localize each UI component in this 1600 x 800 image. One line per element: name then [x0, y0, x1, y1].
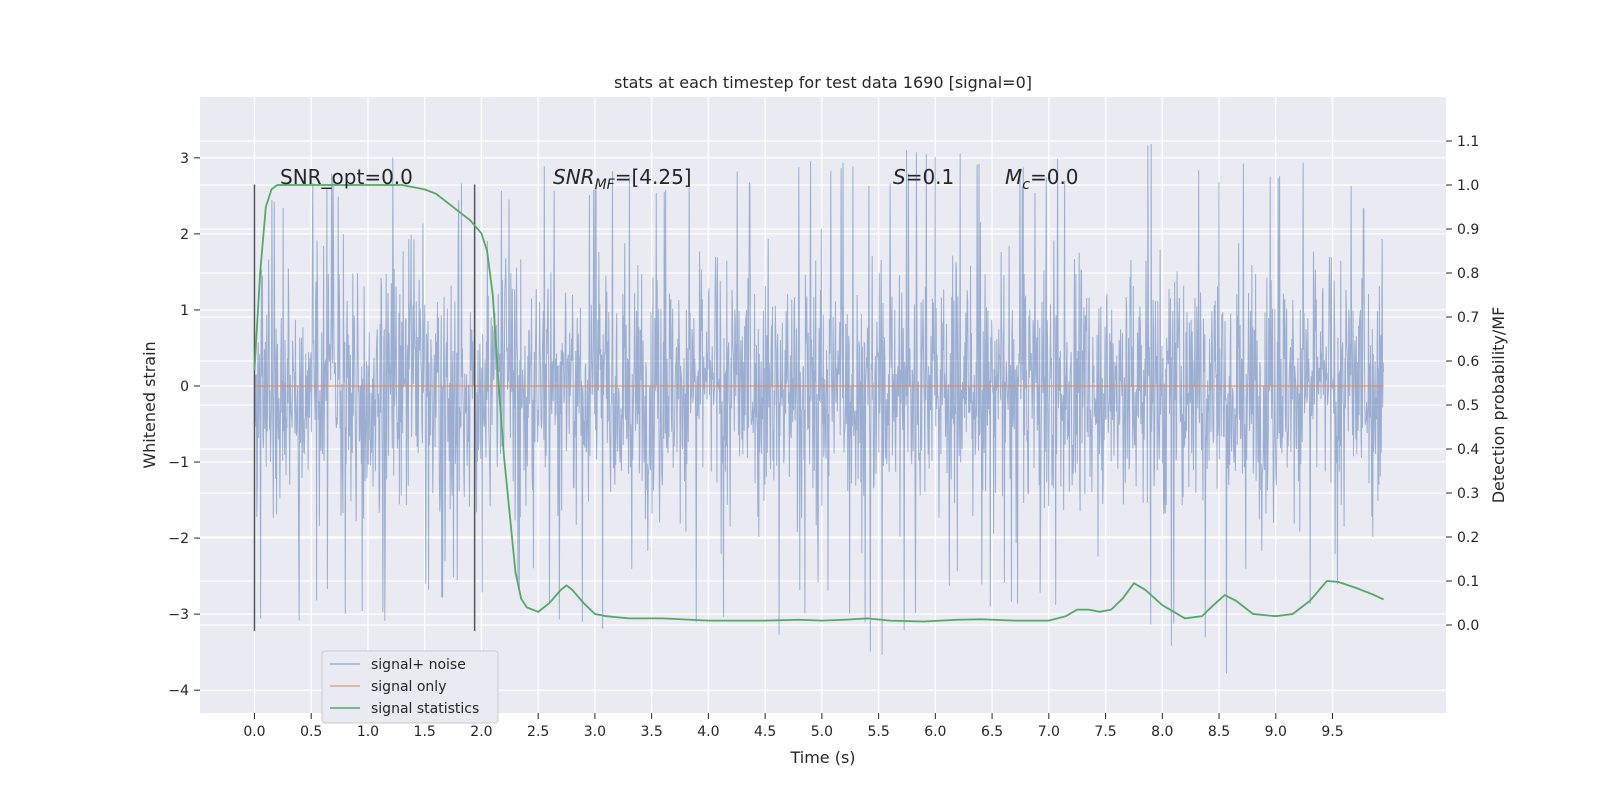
x-tick-label: 0.5	[300, 724, 322, 740]
y-left-tick-label: 1	[180, 303, 189, 319]
x-tick-label: 4.5	[754, 724, 776, 740]
x-tick-label: 9.0	[1265, 724, 1287, 740]
y-left-tick-label: −3	[168, 607, 189, 623]
annotation-snr-mf-sub: MF	[595, 177, 616, 193]
y-left-tick-label: 0	[180, 379, 189, 395]
x-tick-label: 2.0	[470, 724, 492, 740]
x-tick-label: 1.5	[414, 724, 436, 740]
annotation-mc-main: M	[1005, 165, 1022, 189]
x-tick-label: 7.0	[1038, 724, 1060, 740]
x-tick-label: 7.5	[1094, 724, 1116, 740]
y-right-tick-label: 0.0	[1457, 618, 1479, 634]
annotation-mc: Mc=0.0	[1005, 165, 1079, 193]
x-tick-label: 3.5	[641, 724, 663, 740]
annotation-s-value: =0.1	[906, 165, 955, 189]
y-left-tick-label: −1	[168, 455, 189, 471]
legend-label-signal-noise: signal+ noise	[371, 657, 466, 673]
x-tick-label: 3.0	[584, 724, 606, 740]
x-tick-label: 5.0	[811, 724, 833, 740]
annotation-mc-value: =0.0	[1030, 165, 1079, 189]
signal-statistics-line	[253, 184, 1384, 623]
y-right-tick-label: 0.6	[1457, 354, 1479, 370]
y-right-tick-label: 0.5	[1457, 398, 1479, 414]
legend-label-signal-only: signal only	[371, 679, 446, 695]
y-right-tick-label: 0.8	[1457, 266, 1479, 282]
y-left-tick-label: −4	[168, 683, 189, 699]
x-tick-label: 6.5	[981, 724, 1003, 740]
y-right-tick-label: 0.1	[1457, 574, 1479, 590]
y-axis-label-right: Detection probability/MF	[1489, 307, 1508, 504]
line-series	[253, 184, 1384, 631]
x-tick-label: 9.5	[1321, 724, 1343, 740]
x-tick-label: 4.0	[697, 724, 719, 740]
annotation-s: S=0.1	[893, 165, 954, 189]
x-tick-label: 8.0	[1151, 724, 1173, 740]
x-tick-label: 0.0	[243, 724, 265, 740]
y-left-tick-label: 3	[180, 151, 189, 167]
y-right-tick-label: 0.9	[1457, 222, 1479, 238]
x-axis-label: Time (s)	[789, 748, 855, 767]
y-right-tick-label: 0.3	[1457, 486, 1479, 502]
annotation-snr-mf-main: SNR	[553, 165, 595, 189]
x-tick-label: 2.5	[527, 724, 549, 740]
y-right-tick-label: 0.7	[1457, 310, 1479, 326]
x-tick-label: 5.5	[867, 724, 889, 740]
y-left-tick-label: −2	[168, 531, 189, 547]
axes: 0.0 0.5 1.0 1.5 2.0 2.5 3.0 3.5 4.0 4.5 5.0 5.5 6.0 6…	[168, 134, 1479, 740]
y-left-tick-label: 2	[180, 227, 189, 243]
annotation-s-main: S	[893, 165, 906, 189]
y-right-tick-label: 1.1	[1457, 134, 1479, 150]
legend: signal+ noise signal only signal statist…	[321, 650, 499, 724]
annotation-snr-opt: SNR_opt=0.0	[280, 165, 413, 189]
annotation-snr-mf-value: =[4.25]	[615, 165, 692, 189]
annotation-snr-mf: SNRMF=[4.25]	[553, 165, 692, 193]
y-right-tick-label: 0.2	[1457, 530, 1479, 546]
chart-title: stats at each timestep for test data 169…	[614, 73, 1032, 92]
x-tick-label: 8.5	[1208, 724, 1230, 740]
legend-box	[321, 650, 499, 724]
y-right-tick-label: 0.4	[1457, 442, 1479, 458]
x-tick-label: 6.0	[924, 724, 946, 740]
y-axis-label-left: Whitened strain	[140, 341, 159, 468]
x-tick-label: 1.0	[357, 724, 379, 740]
legend-label-signal-statistics: signal statistics	[371, 701, 479, 717]
annotation-mc-sub: c	[1022, 177, 1030, 193]
y-right-tick-label: 1.0	[1457, 178, 1479, 194]
